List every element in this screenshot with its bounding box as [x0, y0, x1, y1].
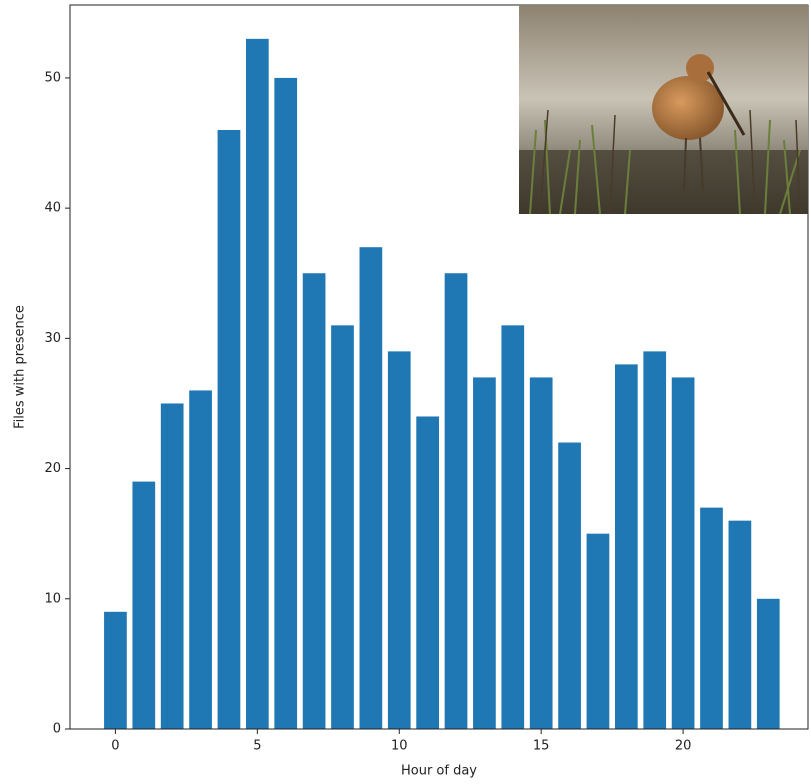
bar [245, 38, 269, 729]
bar [529, 377, 553, 729]
bar [189, 390, 212, 729]
bar [586, 533, 610, 729]
bar [359, 247, 383, 730]
x-axis-label: Hour of day [401, 764, 477, 779]
x-tick-label: 10 [391, 739, 408, 754]
bar [302, 273, 326, 729]
x-tick-label: 5 [253, 739, 261, 754]
bar [558, 442, 581, 729]
bar [671, 377, 695, 729]
bar [416, 416, 439, 729]
y-tick-label: 30 [44, 331, 61, 346]
bar [614, 364, 638, 729]
bar [756, 598, 780, 729]
bar [444, 273, 468, 729]
bar [501, 325, 525, 729]
y-tick-label: 50 [44, 70, 61, 85]
axes-frame [69, 4, 809, 730]
inset-photo [519, 5, 808, 215]
y-tick-label: 40 [44, 201, 61, 216]
bar [700, 507, 723, 729]
bar [160, 403, 184, 729]
y-tick-label: 10 [44, 591, 61, 606]
y-tick-label: 20 [44, 461, 61, 476]
x-tick-label: 15 [533, 739, 550, 754]
bar [132, 481, 156, 729]
bar [217, 130, 241, 729]
bar [104, 611, 127, 729]
bar [728, 520, 752, 729]
x-tick-label: 20 [675, 739, 692, 754]
bar [473, 377, 496, 729]
y-tick-label: 0 [53, 722, 61, 737]
bar [643, 351, 667, 729]
x-tick-label: 0 [111, 739, 119, 754]
bar [274, 77, 298, 730]
bar [331, 325, 354, 729]
bar [387, 351, 411, 729]
y-axis-label: Files with presence [13, 305, 28, 429]
plot-area [104, 38, 780, 730]
